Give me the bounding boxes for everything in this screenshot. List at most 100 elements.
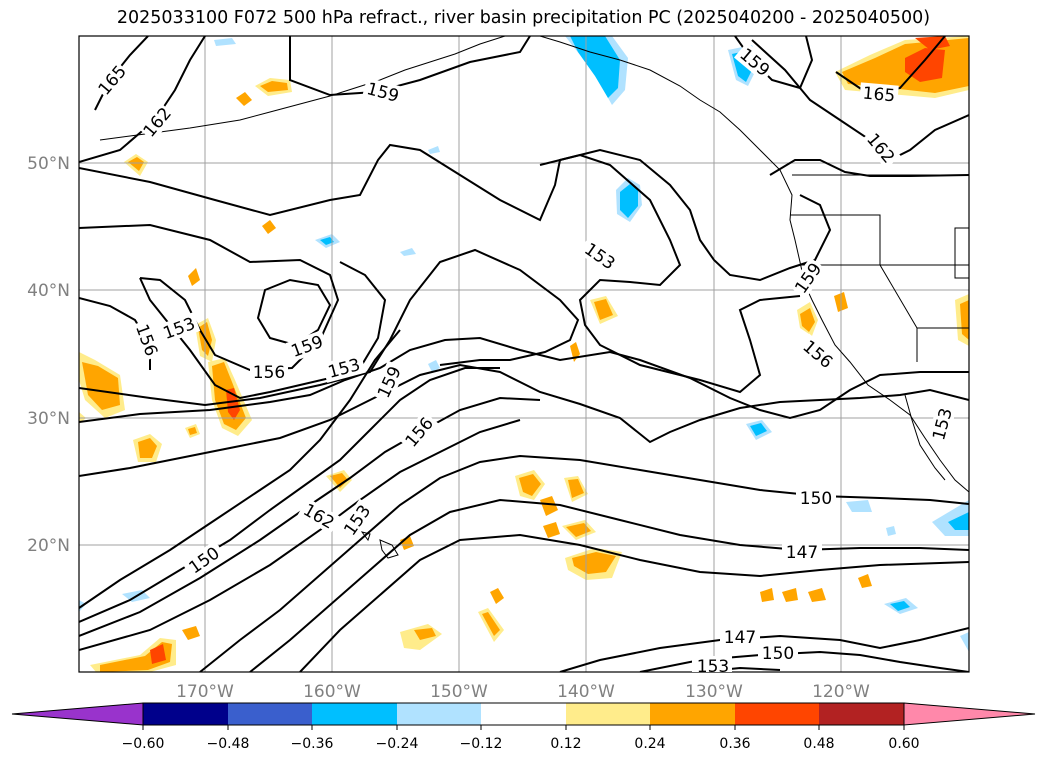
contour-153-a — [79, 363, 969, 477]
lon-label-160w: 160°W — [303, 682, 361, 702]
contour-153-mid — [539, 153, 801, 394]
contour-label: 165 — [95, 62, 131, 100]
colorbar-high-extend — [903, 702, 1036, 726]
contour-165-ne — [835, 36, 946, 97]
shade-c-12 — [490, 588, 504, 604]
shade-c-7 — [540, 496, 558, 516]
contour-label: 153 — [697, 657, 729, 677]
lon-label-170w: 170°W — [176, 682, 234, 702]
lon-label-120w: 120°W — [812, 682, 870, 702]
shade-c-1o — [594, 299, 613, 320]
contour-159-ring — [256, 278, 332, 347]
shade-blue-alaska-dark — [570, 36, 620, 98]
contour-label: 153 — [929, 406, 957, 443]
shade-spot-1o — [260, 81, 288, 92]
shade-blue-spot-2d — [320, 237, 334, 245]
lat-label-40n: 40°N — [27, 281, 70, 301]
contour-label: 153 — [326, 355, 363, 383]
contour-159-n — [289, 36, 531, 97]
contour-jet-3 — [79, 396, 541, 637]
shade-e-3o — [960, 300, 969, 340]
colorbar-tick: 0.24 — [634, 736, 665, 752]
shade-ne-corner-red — [905, 48, 945, 82]
colorbar-bin — [819, 703, 904, 725]
shade-spot-2 — [236, 92, 252, 106]
shade-e-4d — [750, 423, 767, 436]
map-plot-area — [79, 36, 969, 672]
precip-shading — [79, 36, 969, 672]
shade-blue-spot-3 — [400, 248, 416, 256]
longitude-labels: 170°W 160°W 150°W 140°W 130°W 120°W — [176, 682, 870, 702]
colorbar: −0.60 −0.48 −0.36 −0.24 −0.12 0.12 0.24 … — [11, 702, 1036, 752]
shade-e-10 — [886, 526, 896, 536]
contour-150-s — [639, 650, 969, 672]
contour-jet-5 — [199, 454, 969, 672]
colorbar-frame — [142, 702, 905, 726]
colorbar-tick: −0.60 — [122, 736, 165, 752]
graticule — [79, 36, 969, 672]
shade-e-13 — [960, 632, 969, 652]
colorbar-tick: 0.48 — [803, 736, 834, 752]
colorbar-tick: 0.60 — [888, 736, 919, 752]
contour-label: 156 — [131, 322, 161, 359]
colorbar-bin — [397, 703, 481, 725]
contour-156-mid — [79, 336, 969, 423]
shade-c-9o — [566, 523, 591, 537]
shade-e-9 — [846, 500, 872, 512]
contour-label: 147 — [724, 628, 756, 648]
contour-159-main — [79, 143, 832, 282]
contour-label: 159 — [364, 79, 401, 107]
shade-c-8 — [543, 522, 560, 538]
contour-label: 150 — [800, 489, 832, 509]
contour-147-s — [559, 627, 969, 672]
map-frame — [78, 35, 970, 673]
contour-label: 156 — [253, 363, 285, 383]
shade-west-4o — [138, 438, 157, 458]
contour-label: 153 — [161, 314, 198, 344]
shade-c-4o — [330, 473, 348, 488]
contour-jet-7 — [299, 533, 969, 672]
colorbar-bin — [650, 703, 735, 725]
shade-blue-mid-dark — [620, 184, 638, 218]
lon-label-130w: 130°W — [685, 682, 743, 702]
shade-west-1o — [82, 362, 120, 410]
coastlines — [99, 36, 969, 559]
lon-label-150w: 150°W — [430, 682, 488, 702]
shade-west-5o — [188, 427, 197, 435]
shade-orange-spot-5 — [188, 268, 200, 286]
shade-e-12d — [890, 601, 910, 611]
colorbar-tick: 0.12 — [550, 736, 581, 752]
contour-jet-6 — [249, 498, 969, 672]
colorbar-bin — [481, 703, 566, 725]
colorbar-tick: −0.48 — [207, 736, 250, 752]
colorbar-bin — [228, 703, 312, 725]
lat-label-50n: 50°N — [27, 154, 70, 174]
contour-river-1 — [79, 248, 580, 407]
shade-e-8 — [858, 574, 872, 588]
colorbar-bin — [566, 703, 650, 725]
colorbar-tick: −0.24 — [376, 736, 419, 752]
shade-c-6o — [568, 479, 584, 498]
shade-e-1o — [800, 308, 815, 332]
colorbar-tick: 0.36 — [719, 736, 750, 752]
shade-e-7 — [808, 588, 826, 602]
colorbar-bin — [735, 703, 819, 725]
lat-label-30n: 30°N — [27, 409, 70, 429]
contour-jet-2 — [79, 367, 500, 623]
colorbar-tick: −0.12 — [460, 736, 503, 752]
shade-spot-3o — [128, 157, 144, 171]
shade-blue-spot-4 — [428, 146, 440, 154]
contour-jet-4 — [79, 419, 521, 651]
colorbar-low-extend — [11, 702, 144, 726]
colorbar-bin — [312, 703, 397, 725]
contour-label: 165 — [862, 84, 896, 107]
colorbar-bin — [143, 703, 228, 725]
shade-c-5o — [519, 474, 541, 496]
shade-e-6 — [782, 588, 798, 602]
lat-label-20n: 20°N — [27, 536, 70, 556]
contour-162-nw — [79, 36, 206, 163]
contour-label: 159 — [289, 332, 326, 362]
colorbar-tick: −0.36 — [291, 736, 334, 752]
shade-c-15 — [182, 626, 200, 640]
